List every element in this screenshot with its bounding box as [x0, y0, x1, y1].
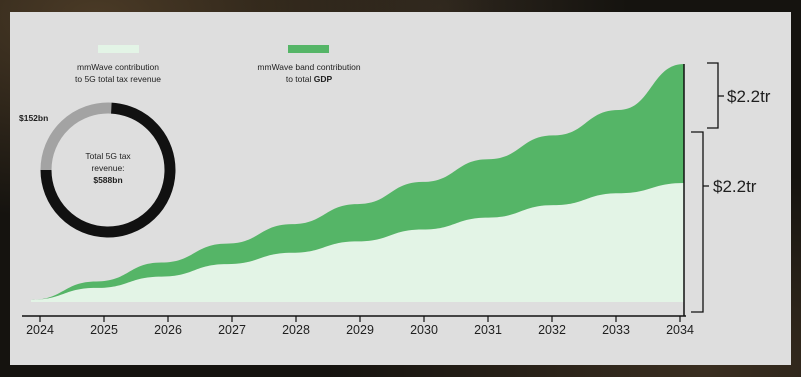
- bracket-lower-label: $2.2tr: [713, 177, 757, 196]
- legend: mmWave contribution to 5G total tax reve…: [75, 45, 361, 84]
- x-ticks: 2024 2025 2026 2027 2028 2029 2030 2031 2032 2033…: [26, 316, 694, 337]
- area-layer: [31, 64, 684, 302]
- donut-center-line1: Total 5G tax: [85, 151, 131, 161]
- x-tick-label: 2027: [218, 323, 246, 337]
- x-tick-label: 2034: [666, 323, 694, 337]
- legend-gdp-line2-bold: GDP: [314, 74, 333, 84]
- brackets: $2.2tr $2.2tr: [691, 62, 771, 313]
- x-tick-label: 2025: [90, 323, 118, 337]
- legend-tax-line1: mmWave contribution: [77, 62, 159, 72]
- bracket-lower: [691, 131, 709, 313]
- donut-center-line2: revenue:: [91, 163, 124, 173]
- legend-tax-line2: to 5G total tax revenue: [75, 74, 161, 84]
- x-tick-label: 2024: [26, 323, 54, 337]
- donut-center-value: $588bn: [93, 175, 122, 185]
- area-tax-revenue: [31, 183, 684, 302]
- donut-callout-label: $152bn: [19, 113, 48, 123]
- legend-swatch-gdp: [288, 45, 329, 53]
- legend-swatch-tax: [98, 45, 139, 53]
- donut-chart: $152bn Total 5G tax revenue: $588bn: [19, 102, 176, 238]
- x-tick-label: 2031: [474, 323, 502, 337]
- x-tick-label: 2032: [538, 323, 566, 337]
- bracket-upper-label: $2.2tr: [727, 87, 771, 106]
- x-axis: 2024 2025 2026 2027 2028 2029 2030 2031 2032 2033…: [22, 64, 694, 337]
- donut-slice-other: [40, 102, 176, 238]
- x-tick-label: 2028: [282, 323, 310, 337]
- donut-slice-mmwave: [40, 102, 112, 171]
- x-tick-label: 2030: [410, 323, 438, 337]
- area-gdp-band: [31, 64, 684, 300]
- legend-gdp-line1: mmWave band contribution: [257, 62, 360, 72]
- legend-gdp-line2: to total GDP: [286, 74, 333, 84]
- x-tick-label: 2033: [602, 323, 630, 337]
- bracket-upper: [707, 62, 724, 129]
- legend-gdp-line2-prefix: to total: [286, 74, 314, 84]
- x-tick-label: 2026: [154, 323, 182, 337]
- x-tick-label: 2029: [346, 323, 374, 337]
